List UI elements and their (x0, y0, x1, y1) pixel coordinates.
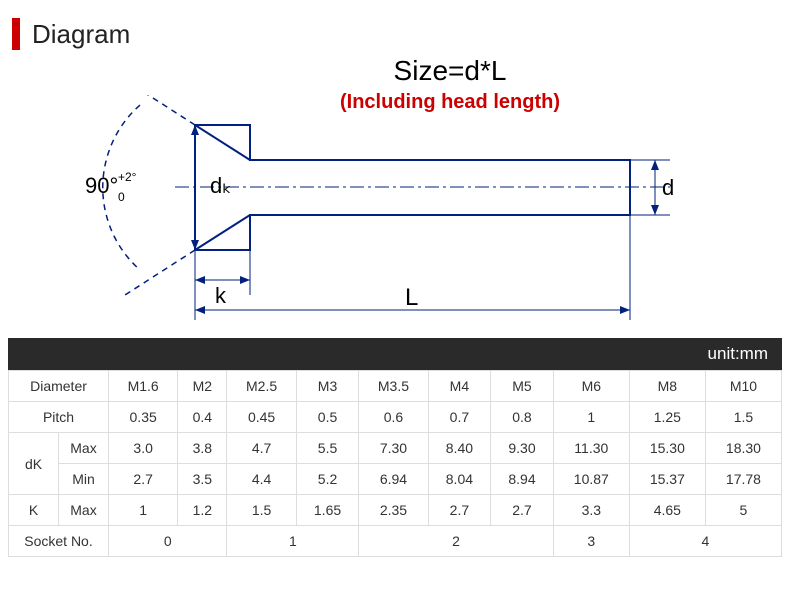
table-cell: 2 (359, 526, 553, 557)
table-cell: 0.5 (296, 402, 359, 433)
dk-label: dₖ (210, 173, 232, 198)
table-cell: 17.78 (705, 464, 781, 495)
k-label: k (215, 283, 227, 308)
table-cell: 3.3 (553, 495, 629, 526)
table-cell: 5.5 (296, 433, 359, 464)
table-cell: 1.5 (705, 402, 781, 433)
diameter-col: M10 (705, 371, 781, 402)
table-cell: 2.7 (491, 495, 554, 526)
row-label-diameter: Diameter (9, 371, 109, 402)
table-cell: 8.94 (491, 464, 554, 495)
table-cell: 4 (629, 526, 781, 557)
diameter-col: M3 (296, 371, 359, 402)
diameter-col: M2 (178, 371, 227, 402)
table-cell: 3 (553, 526, 629, 557)
sub-max: Max (59, 495, 109, 526)
diameter-col: M2.5 (227, 371, 296, 402)
header: Diagram (0, 0, 790, 50)
diameter-col: M6 (553, 371, 629, 402)
table-cell: 0.8 (491, 402, 554, 433)
spec-table: DiameterM1.6M2M2.5M3M3.5M4M5M6M8M10 Pitch… (8, 370, 782, 557)
table-cell: 0.4 (178, 402, 227, 433)
table-cell: 1 (553, 402, 629, 433)
table-cell: 1.2 (178, 495, 227, 526)
table-cell: 2.7 (428, 495, 491, 526)
angle-tol-bot: 0 (118, 190, 125, 204)
table-cell: 6.94 (359, 464, 428, 495)
diameter-col: M5 (491, 371, 554, 402)
row-label-dk: dK (9, 433, 59, 495)
diameter-col: M4 (428, 371, 491, 402)
angle-label: 90° (85, 173, 118, 198)
row-label-socket: Socket No. (9, 526, 109, 557)
formula-main: Size=d*L (340, 55, 560, 87)
angle-tol-top: +2° (118, 170, 137, 184)
diameter-col: M1.6 (109, 371, 178, 402)
L-label: L (405, 284, 418, 311)
table-cell: 5.2 (296, 464, 359, 495)
table-cell: 3.5 (178, 464, 227, 495)
table-cell: 15.37 (629, 464, 705, 495)
table-cell: 9.30 (491, 433, 554, 464)
table-cell: 3.8 (178, 433, 227, 464)
table-cell: 10.87 (553, 464, 629, 495)
table-cell: 0.35 (109, 402, 178, 433)
row-label-pitch: Pitch (9, 402, 109, 433)
table-cell: 3.0 (109, 433, 178, 464)
table-cell: 11.30 (553, 433, 629, 464)
row-label-k: K (9, 495, 59, 526)
table-cell: 0.45 (227, 402, 296, 433)
table-cell: 8.04 (428, 464, 491, 495)
table-cell: 0.7 (428, 402, 491, 433)
table-cell: 7.30 (359, 433, 428, 464)
table-cell: 1.65 (296, 495, 359, 526)
accent-bar (12, 18, 20, 50)
table-cell: 15.30 (629, 433, 705, 464)
unit-label: unit:mm (8, 338, 782, 370)
spec-table-wrap: unit:mm DiameterM1.6M2M2.5M3M3.5M4M5M6M8… (8, 338, 782, 557)
table-cell: 5 (705, 495, 781, 526)
table-cell: 18.30 (705, 433, 781, 464)
table-cell: 1.25 (629, 402, 705, 433)
sub-min: Min (59, 464, 109, 495)
page-title: Diagram (32, 19, 130, 50)
table-cell: 4.65 (629, 495, 705, 526)
table-cell: 1.5 (227, 495, 296, 526)
screw-diagram: 90° +2° 0 dₖ k L d (80, 95, 680, 330)
table-cell: 0 (109, 526, 227, 557)
diameter-col: M8 (629, 371, 705, 402)
table-cell: 4.7 (227, 433, 296, 464)
diameter-col: M3.5 (359, 371, 428, 402)
sub-max: Max (59, 433, 109, 464)
d-label: d (662, 175, 674, 200)
table-cell: 1 (227, 526, 359, 557)
table-cell: 4.4 (227, 464, 296, 495)
table-cell: 2.7 (109, 464, 178, 495)
table-cell: 2.35 (359, 495, 428, 526)
table-cell: 8.40 (428, 433, 491, 464)
table-cell: 0.6 (359, 402, 428, 433)
table-cell: 1 (109, 495, 178, 526)
